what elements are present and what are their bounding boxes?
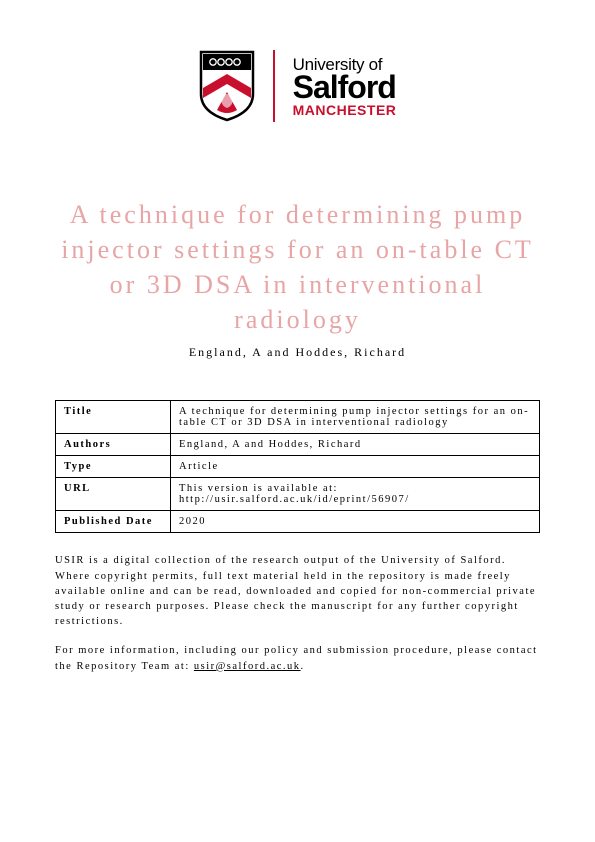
meta-value-url: This version is available at: http://usi… [171,478,540,511]
contact-suffix: . [301,661,305,672]
document-title: A technique for determining pump injecto… [55,197,540,337]
logo-text-block: University of Salford MANCHESTER [293,56,397,117]
table-row: Authors England, A and Hoddes, Richard [56,434,540,456]
table-row: Published Date 2020 [56,511,540,533]
meta-label-type: Type [56,456,171,478]
meta-value-authors: England, A and Hoddes, Richard [171,434,540,456]
metadata-table: Title A technique for determining pump i… [55,400,540,533]
usir-description: USIR is a digital collection of the rese… [55,553,540,629]
logo-salford: Salford [293,71,397,103]
table-row: Type Article [56,456,540,478]
meta-value-pubdate: 2020 [171,511,540,533]
meta-label-pubdate: Published Date [56,511,171,533]
table-row: URL This version is available at: http:/… [56,478,540,511]
document-authors: England, A and Hoddes, Richard [55,345,540,360]
shield-icon [199,50,255,122]
page-container: University of Salford MANCHESTER A techn… [0,0,595,728]
meta-label-authors: Authors [56,434,171,456]
logo-manchester: MANCHESTER [293,103,397,117]
meta-label-url: URL [56,478,171,511]
repository-email-link[interactable]: usir@salford.ac.uk [194,661,301,672]
table-row: Title A technique for determining pump i… [56,401,540,434]
logo-divider [273,50,275,122]
university-logo: University of Salford MANCHESTER [55,50,540,122]
meta-value-title: A technique for determining pump injecto… [171,401,540,434]
meta-value-type: Article [171,456,540,478]
contact-info: For more information, including our poli… [55,643,540,673]
meta-label-title: Title [56,401,171,434]
